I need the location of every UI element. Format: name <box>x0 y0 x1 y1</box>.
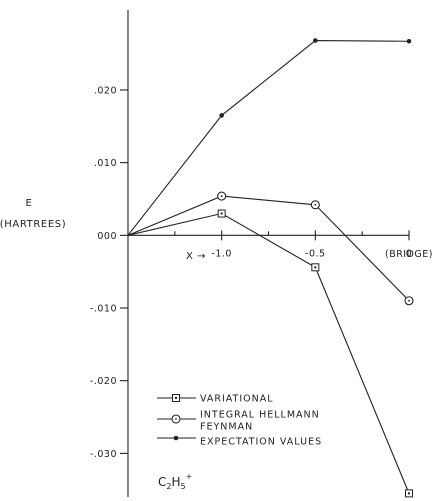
data-point <box>310 200 320 210</box>
marker-circle-center <box>175 418 177 420</box>
x-axis-label: X → <box>186 251 206 262</box>
legend-label: INTEGRAL HELLMANN <box>200 410 320 421</box>
series-line <box>127 39 410 236</box>
x-ticks: -1.0 -0.5 0 <box>174 230 413 259</box>
y-axis-label-line2: (HARTREES) <box>0 219 66 230</box>
marker-circle-center <box>220 195 223 197</box>
annotation-base: C <box>158 475 166 489</box>
legend-marker <box>173 435 179 441</box>
annotation-sup: + <box>186 472 193 481</box>
y-tick-label: -.010 <box>90 304 117 315</box>
x-tick-label: -1.0 <box>211 248 232 259</box>
series-3 <box>127 38 412 236</box>
marker-square-center <box>220 212 223 215</box>
marker-square-center <box>175 397 177 399</box>
series-1 <box>127 209 413 498</box>
legend-marker <box>172 394 180 402</box>
species-annotation: C2H5+ <box>158 472 192 491</box>
data-point <box>217 191 227 201</box>
x-tick-label: -0.5 <box>305 248 326 259</box>
legend-marker <box>171 414 181 424</box>
data-point <box>313 38 318 43</box>
y-tick-label: .010 <box>94 158 117 169</box>
data-point <box>219 113 224 118</box>
y-tick-label: .020 <box>94 85 117 96</box>
x-tick-label: 0 <box>406 248 413 259</box>
series-2 <box>127 191 414 306</box>
legend-label: VARIATIONAL <box>200 394 274 405</box>
data-point <box>217 209 226 218</box>
data-point <box>405 489 413 498</box>
y-ticks: .020 .010 000 -.010 -.020 -.030 <box>90 85 128 460</box>
y-tick-label: 000 <box>97 231 117 242</box>
legend-item: EXPECTATION VALUES <box>157 435 322 448</box>
data-point <box>311 263 320 272</box>
series-line <box>127 212 410 494</box>
x-axis-label-text: X <box>186 251 193 262</box>
data-point <box>404 296 414 306</box>
x-axis-label-arrow: → <box>197 251 206 262</box>
marker-circle-center <box>408 299 410 302</box>
y-tick-label: -.030 <box>90 449 117 460</box>
legend-label: FEYNMAN <box>200 422 253 433</box>
series-line <box>127 195 410 302</box>
series-group <box>127 38 414 498</box>
axes <box>127 10 409 497</box>
y-tick-label: -.020 <box>90 376 117 387</box>
marker-square-center <box>314 266 317 269</box>
marker-circle-center <box>314 203 317 206</box>
annotation-mid: H <box>171 475 180 489</box>
marker-square-center <box>408 492 410 495</box>
legend-item: VARIATIONAL <box>157 394 274 405</box>
data-point <box>406 38 412 44</box>
annotation-sub1: 2 <box>166 482 171 491</box>
y-axis-label-line1: E <box>26 198 33 209</box>
x-axis-end-label: (BRIDGE) <box>385 249 433 260</box>
annotation-sub2: 5 <box>181 482 186 491</box>
legend-label: EXPECTATION VALUES <box>200 437 322 448</box>
